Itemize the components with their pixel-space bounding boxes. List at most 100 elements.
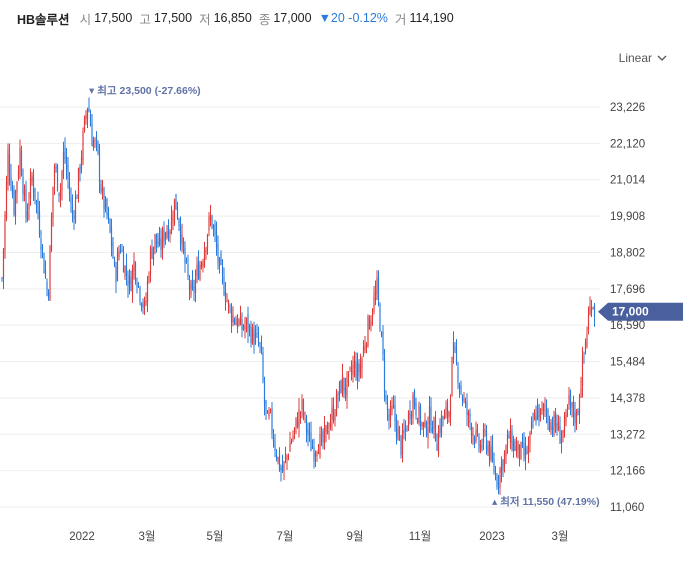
- candle-body: [170, 215, 173, 234]
- close-label: 종: [258, 12, 271, 27]
- candle-body: [448, 412, 450, 418]
- candle-body: [541, 408, 543, 411]
- candle-body: [148, 276, 150, 282]
- chevron-down-icon: [657, 55, 667, 61]
- candle-body: [428, 406, 431, 425]
- candle-body: [5, 181, 8, 219]
- candle-body: [502, 460, 504, 470]
- candle-body: [442, 416, 444, 419]
- candle-body: [488, 442, 491, 460]
- candle-body: [412, 395, 414, 418]
- candle-body: [31, 175, 33, 182]
- scale-selector[interactable]: Linear: [619, 51, 667, 65]
- grid-lines: [0, 106, 600, 508]
- candle-body: [229, 305, 231, 307]
- low-marker-icon: ▴: [492, 496, 500, 508]
- candle-body: [97, 141, 99, 153]
- candle-body: [100, 183, 102, 193]
- candle-body: [137, 283, 140, 285]
- y-tick-label: 23,226: [610, 102, 645, 114]
- y-tick-label: 12,166: [610, 466, 645, 478]
- candle-body: [218, 257, 221, 267]
- candle-body: [200, 263, 203, 268]
- candle-body: [289, 442, 291, 452]
- candle-body: [164, 232, 167, 240]
- last-price-label: 17,000: [612, 305, 649, 319]
- candle-body: [568, 395, 570, 405]
- candle-body: [337, 397, 339, 400]
- candle-body: [220, 253, 222, 265]
- candle-body: [394, 404, 396, 422]
- candle-body: [340, 380, 342, 393]
- candle-body: [424, 419, 426, 427]
- candle-body: [89, 114, 92, 127]
- candle-body: [518, 444, 521, 458]
- candle-body: [142, 303, 144, 309]
- volume-label: 거: [394, 12, 407, 27]
- candle-body: [172, 218, 174, 221]
- candle-body: [233, 318, 236, 324]
- candle-body: [260, 344, 263, 350]
- candle-body: [317, 451, 320, 454]
- candle-body: [82, 131, 84, 161]
- candle-body: [376, 278, 378, 294]
- candle-body: [329, 422, 332, 428]
- candle-body: [305, 417, 308, 433]
- candle-body: [440, 414, 443, 435]
- candle-body: [574, 412, 576, 424]
- candle-body: [101, 188, 104, 192]
- candle-body: [221, 266, 224, 274]
- candle-body: [95, 135, 98, 141]
- candle-body: [325, 425, 327, 432]
- candle-body: [332, 405, 335, 421]
- candle-body: [151, 248, 153, 259]
- candle-body: [374, 291, 377, 300]
- candle-body: [287, 455, 290, 457]
- candle-body: [23, 189, 26, 196]
- volume-value: 114,190: [409, 11, 454, 25]
- candle-body: [364, 345, 366, 351]
- candle-body: [295, 417, 297, 428]
- candle-body: [143, 300, 146, 307]
- candle-body: [230, 308, 233, 323]
- candle-body: [458, 385, 461, 388]
- candle-body: [509, 427, 512, 444]
- candle-body: [28, 201, 30, 210]
- candle-body: [560, 438, 563, 444]
- high-annotation-label: 최고: [97, 84, 117, 97]
- candle-body: [385, 395, 387, 400]
- last-price-badge-shape: [598, 302, 683, 321]
- candle-body: [397, 428, 399, 441]
- candle-body: [152, 246, 155, 261]
- candle-body: [109, 218, 111, 232]
- candle-body: [104, 199, 107, 209]
- candle-body: [386, 403, 389, 411]
- candle-body: [35, 200, 38, 203]
- candle-body: [77, 167, 80, 199]
- candle-body: [139, 287, 141, 302]
- candle-body: [224, 291, 227, 302]
- candle-body: [86, 108, 89, 120]
- candle-body: [550, 421, 552, 430]
- candle-body: [334, 415, 336, 421]
- candle-body: [310, 433, 312, 452]
- candle-body: [254, 333, 257, 344]
- candle-body: [520, 442, 522, 460]
- y-tick-label: 11,060: [610, 502, 644, 514]
- candle-body: [536, 407, 539, 419]
- candle-body: [548, 422, 551, 432]
- candle-body: [380, 332, 383, 335]
- candle-body: [2, 248, 5, 279]
- candle-body: [313, 447, 315, 462]
- y-tick-label: 14,378: [610, 393, 645, 405]
- candle-body: [578, 398, 581, 414]
- candle-body: [281, 465, 284, 472]
- candle-body: [572, 400, 575, 418]
- candle-body: [559, 426, 561, 444]
- candle-body: [508, 435, 510, 439]
- candle-body: [575, 410, 578, 426]
- candle-body: [577, 410, 579, 415]
- y-tick-label: 18,802: [610, 247, 645, 259]
- candle-body: [493, 459, 495, 473]
